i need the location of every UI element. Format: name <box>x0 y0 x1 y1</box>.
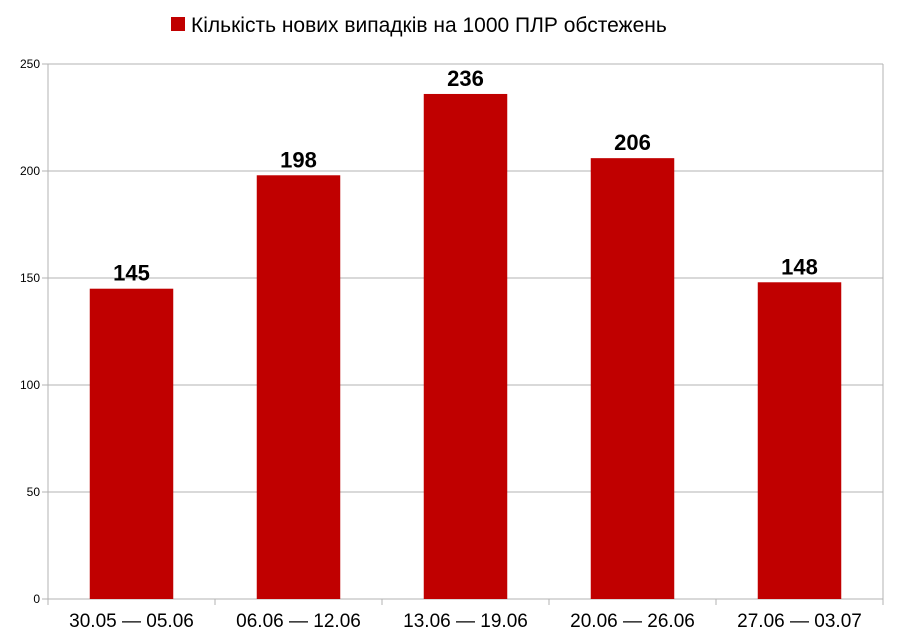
x-tick-label: 20.06 — 26.06 <box>570 611 695 632</box>
data-labels: 145 198 236 206 148 <box>113 66 818 286</box>
bar <box>590 158 675 599</box>
bars <box>89 93 842 600</box>
data-label: 236 <box>447 66 484 91</box>
bar <box>89 288 174 599</box>
y-tick-label: 250 <box>20 57 40 71</box>
y-tick-label: 200 <box>20 164 40 178</box>
x-tick-label: 06.06 — 12.06 <box>236 611 361 632</box>
data-label: 198 <box>280 147 317 172</box>
legend-swatch <box>171 17 185 31</box>
data-label: 148 <box>781 254 818 279</box>
y-tick-label: 50 <box>27 485 41 499</box>
bar <box>423 93 508 600</box>
data-label: 145 <box>113 261 150 286</box>
bar <box>757 282 842 599</box>
y-axis-ticks: 0 50 100 150 200 250 <box>20 57 40 606</box>
x-tick-label: 13.06 — 19.06 <box>403 611 528 632</box>
legend: Кількість нових випадків на 1000 ПЛР обс… <box>171 14 667 37</box>
x-tick-label: 27.06 — 03.07 <box>737 611 862 632</box>
y-tick-label: 0 <box>33 592 40 606</box>
x-tick-label: 30.05 — 05.06 <box>69 611 194 632</box>
y-tick-label: 100 <box>20 378 40 392</box>
bar <box>256 175 341 599</box>
legend-label: Кількість нових випадків на 1000 ПЛР обс… <box>191 14 667 37</box>
data-label: 206 <box>614 130 651 155</box>
x-axis-ticks: 30.05 — 05.06 06.06 — 12.06 13.06 — 19.06 2… <box>69 611 862 632</box>
y-tick-label: 150 <box>20 271 40 285</box>
